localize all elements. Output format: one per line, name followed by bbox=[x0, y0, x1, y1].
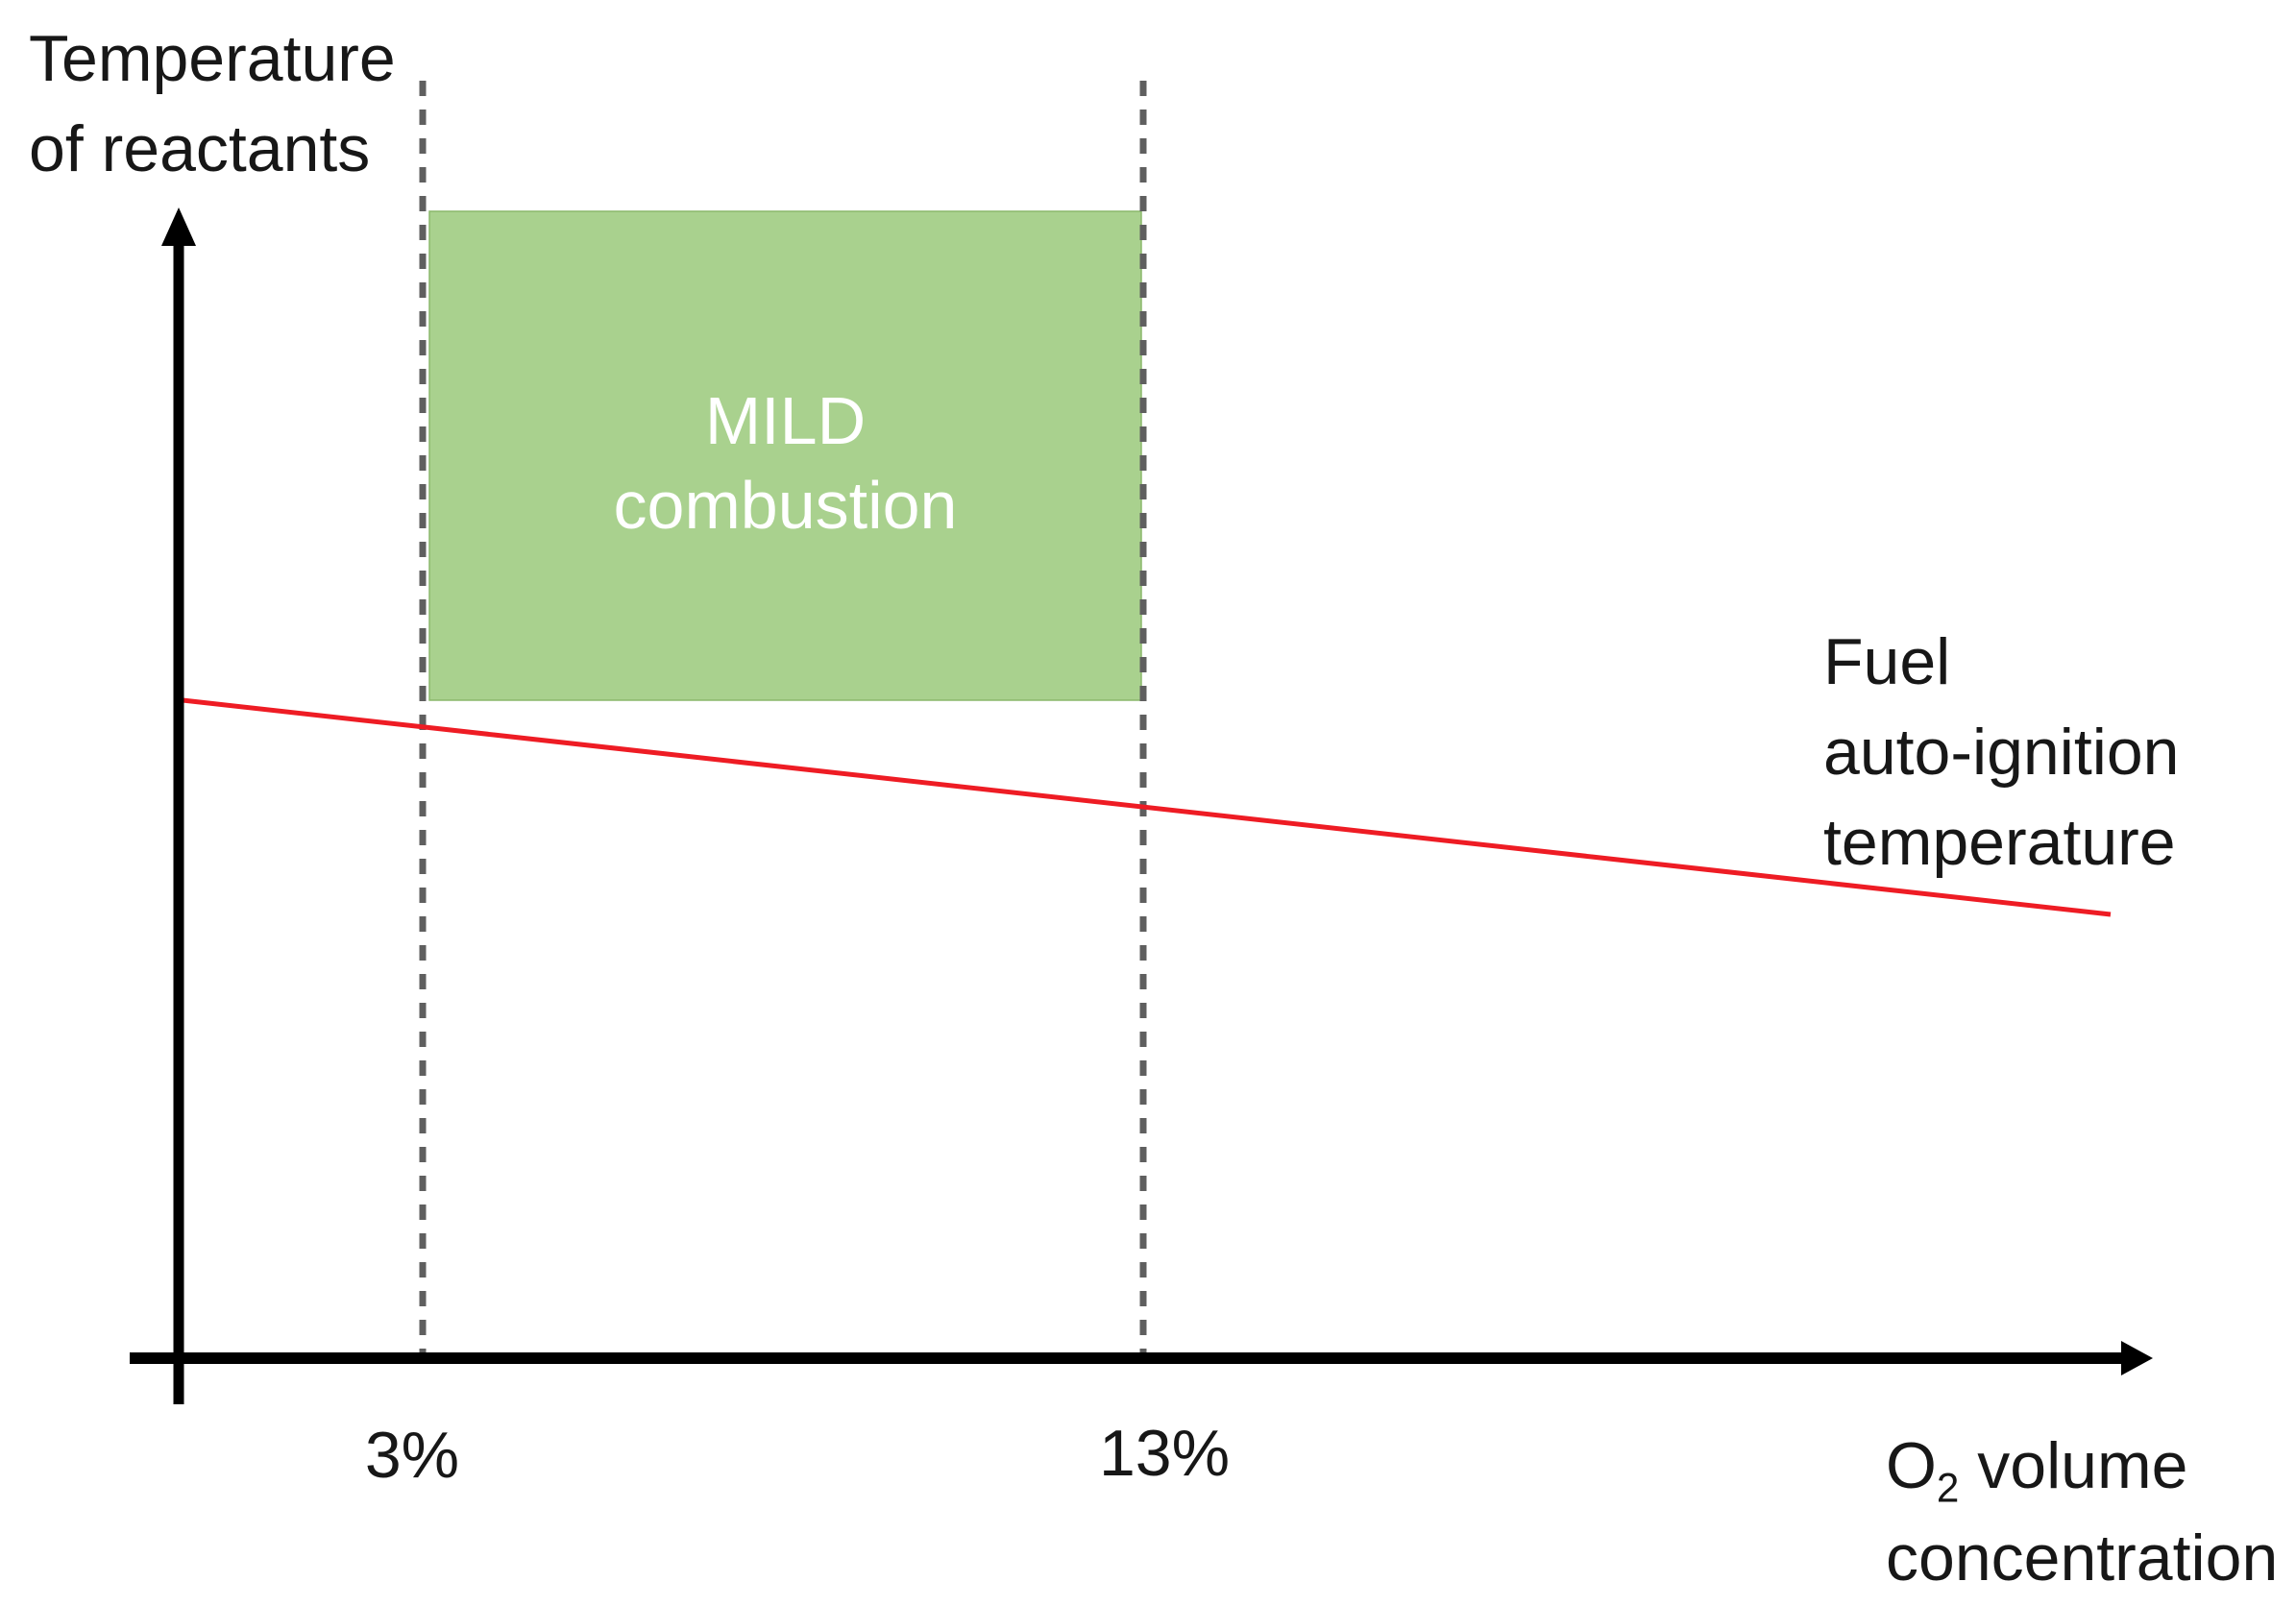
tick-label-13pct: 13% bbox=[1098, 1417, 1231, 1490]
auto-ignition-label: Fuel auto-ignition temperature bbox=[1823, 617, 2179, 888]
auto-ignition-label-line1: Fuel bbox=[1823, 625, 1951, 698]
y-axis-label-line1: Temperature bbox=[29, 22, 396, 95]
x-axis-arrowhead-icon bbox=[2121, 1341, 2153, 1375]
mild-region-label: MILD combustion bbox=[429, 211, 1141, 700]
auto-ignition-line bbox=[182, 697, 2112, 917]
mild-region-label-line1: MILD bbox=[704, 382, 867, 458]
auto-ignition-label-line3: temperature bbox=[1823, 806, 2176, 879]
mild-region-label-line2: combustion bbox=[613, 467, 958, 543]
y-axis-label: Temperature of reactants bbox=[29, 13, 396, 194]
tick-label-3pct: 3% bbox=[364, 1419, 460, 1492]
y-axis-arrowhead-icon bbox=[161, 207, 196, 246]
mild-region-rect bbox=[428, 210, 1142, 701]
x-axis-label: O2 volume concentration bbox=[1886, 1420, 2278, 1604]
o2-subscript: 2 bbox=[1936, 1465, 1960, 1511]
x-axis-label-line1: O2 volume bbox=[1886, 1429, 2188, 1511]
x-axis-label-line2: concentration bbox=[1886, 1521, 2279, 1594]
auto-ignition-label-line2: auto-ignition bbox=[1823, 716, 2180, 789]
y-axis-label-line2: of reactants bbox=[29, 112, 371, 185]
